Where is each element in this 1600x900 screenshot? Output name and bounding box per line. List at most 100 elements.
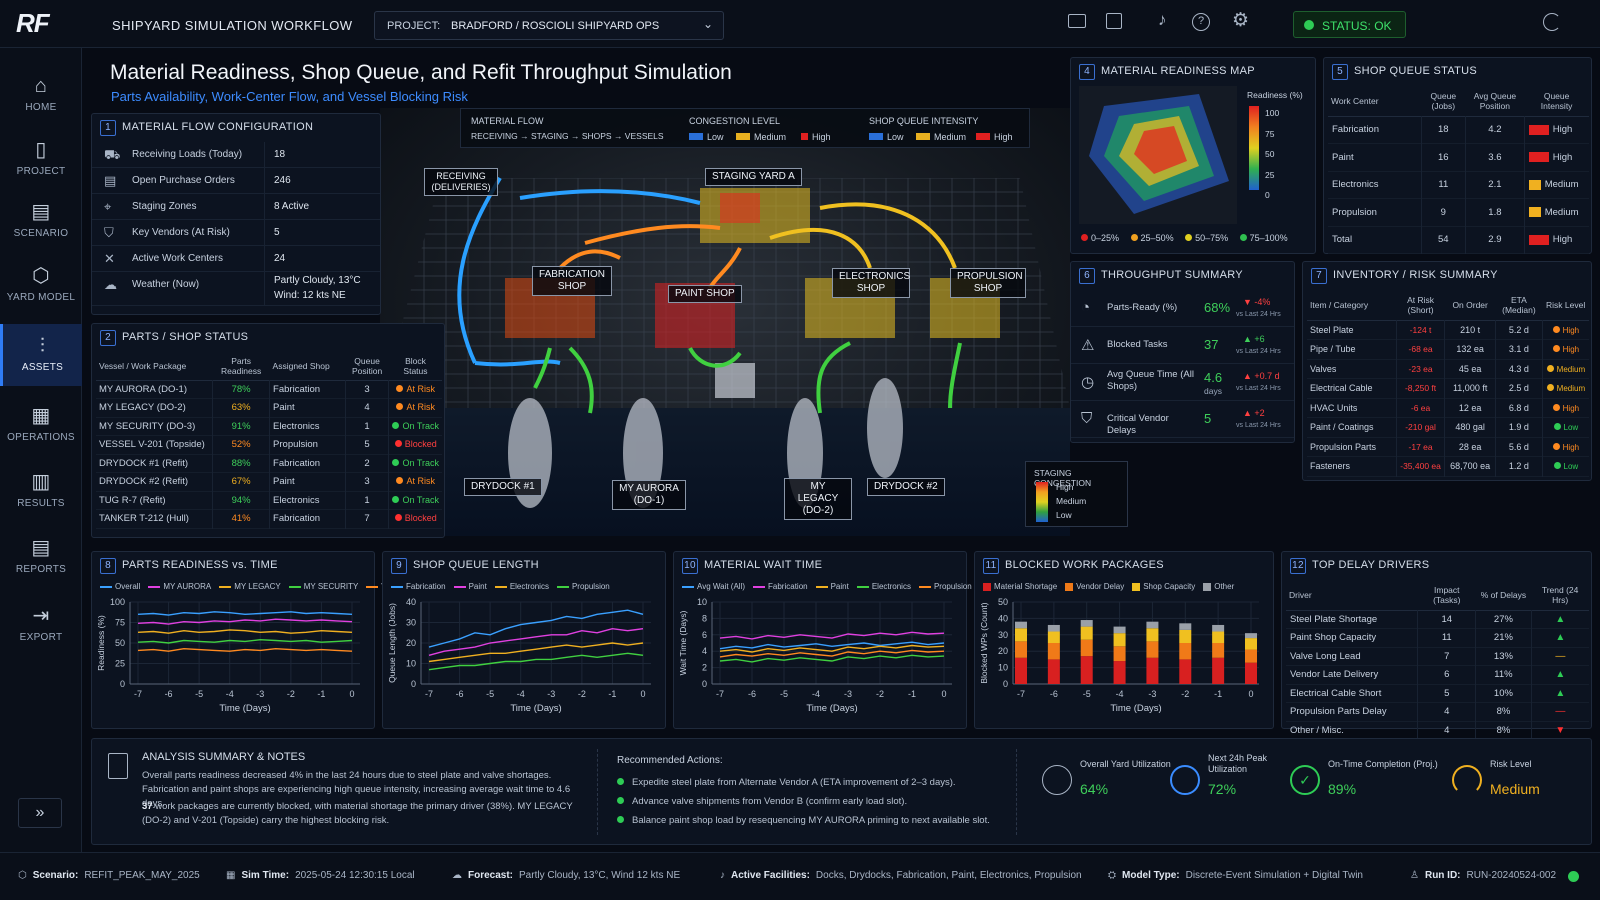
bar-segment[interactable] (1179, 643, 1192, 660)
series-line-1[interactable] (137, 618, 353, 625)
nav-reports[interactable]: ▤ REPORTS (0, 526, 82, 588)
bar-segment[interactable] (1015, 657, 1027, 684)
label-staging-yard[interactable]: STAGING YARD A (705, 168, 802, 186)
bar-segment[interactable] (1212, 643, 1225, 658)
bar-segment[interactable] (1146, 628, 1159, 642)
nav-home[interactable]: ⌂ HOME (0, 64, 82, 126)
label-electronics-shop[interactable]: ELECTRONICS SHOP (832, 268, 910, 298)
series-line-0[interactable] (719, 641, 945, 650)
app-logo[interactable]: RF (16, 8, 50, 38)
bar-segment[interactable] (1146, 621, 1159, 629)
series-line-2[interactable] (137, 629, 353, 634)
label-my-aurora[interactable]: MY AURORA (DO-1) (612, 480, 686, 510)
table-row[interactable]: Valve Long Lead 7 13% — (1286, 647, 1589, 666)
help-icon[interactable]: ? (1192, 13, 1210, 31)
bar-segment[interactable] (1047, 659, 1060, 684)
table-row[interactable]: Total 54 2.9 High (1328, 226, 1589, 254)
bar-segment[interactable] (1179, 623, 1192, 630)
bar-segment[interactable] (1047, 631, 1060, 643)
bar-segment[interactable] (1113, 646, 1126, 662)
label-receiving[interactable]: RECEIVING (DELIVERIES) (424, 168, 498, 196)
table-row[interactable]: TUG R-7 (Refit) 94% Electronics 1 On Track (96, 491, 442, 510)
series-line-1[interactable] (428, 627, 644, 656)
nav-results[interactable]: ▥ RESULTS (0, 460, 82, 522)
label-paint-shop[interactable]: PAINT SHOP (668, 285, 742, 303)
table-row[interactable]: MY LEGACY (DO-2) 63% Paint 4 At Risk (96, 398, 442, 417)
bar-segment[interactable] (1080, 656, 1093, 684)
nav-scenario[interactable]: ▤ SCENARIO (0, 190, 82, 252)
table-row[interactable]: HVAC Units -6 ea 12 ea 6.8 d High (1307, 398, 1589, 418)
bar-segment[interactable] (1047, 643, 1060, 660)
nav-assets[interactable]: ⫶ ASSETS (0, 324, 82, 386)
bar-segment[interactable] (1080, 620, 1093, 627)
table-row[interactable]: Vendor Late Delivery 6 11% ▲ (1286, 665, 1589, 684)
table-row[interactable]: DRYDOCK #2 (Refit) 67% Paint 3 At Risk (96, 472, 442, 491)
table-row[interactable]: Electrical Cable Short 5 10% ▲ (1286, 684, 1589, 703)
series-line-0[interactable] (137, 611, 353, 616)
bar-segment[interactable] (1146, 657, 1159, 684)
bar-segment[interactable] (1179, 629, 1192, 643)
table-row[interactable]: DRYDOCK #1 (Refit) 88% Fabrication 2 On Trac… (96, 454, 442, 473)
theme-toggle-icon[interactable] (1543, 13, 1561, 31)
yard-map-view[interactable]: MATERIAL FLOW RECEIVING → STAGING → SHOP… (380, 108, 1070, 536)
table-row[interactable]: TANKER T-212 (Hull) 41% Fabrication 7 Blocke… (96, 509, 442, 528)
bar-segment[interactable] (1212, 657, 1225, 684)
bar-segment[interactable] (1245, 638, 1257, 650)
table-row[interactable]: Other / Misc. 4 8% ▼ (1286, 721, 1589, 740)
series-line-2[interactable] (428, 642, 644, 663)
nav-yard-model[interactable]: ⬡ YARD MODEL (0, 254, 82, 316)
table-row[interactable]: Pipe / Tube -68 ea 132 ea 3.1 d High (1307, 339, 1589, 359)
bell-icon[interactable]: ♪ (1158, 10, 1167, 29)
table-row[interactable]: Paint 16 3.6 High (1328, 143, 1589, 171)
label-my-legacy[interactable]: MY LEGACY (DO-2) (784, 478, 852, 520)
table-row[interactable]: Fabrication 18 4.2 High (1328, 116, 1589, 144)
bar-segment[interactable] (1146, 641, 1159, 658)
bar-segment[interactable] (1015, 628, 1027, 642)
table-row[interactable]: Propulsion Parts -17 ea 28 ea 5.6 d High (1307, 437, 1589, 457)
table-row[interactable]: Fasteners -35,400 ea 68,700 ea 1.2 d Low (1307, 456, 1589, 476)
series-line-3[interactable] (428, 652, 644, 671)
series-line-2[interactable] (719, 644, 945, 653)
bar-segment[interactable] (1015, 621, 1027, 629)
series-line-4[interactable] (137, 647, 353, 652)
label-propulsion-shop[interactable]: PROPULSION SHOP (950, 268, 1026, 298)
bar-segment[interactable] (1212, 631, 1225, 643)
bar-segment[interactable] (1113, 661, 1126, 684)
table-row[interactable]: Steel Plate -124 t 210 t 5.2 d High (1307, 320, 1589, 340)
bar-segment[interactable] (1245, 662, 1257, 684)
bar-segment[interactable] (1080, 639, 1093, 657)
label-drydock-1[interactable]: DRYDOCK #1 (464, 478, 542, 496)
bar-segment[interactable] (1015, 641, 1027, 658)
table-row[interactable]: Steel Plate Shortage 14 27% ▲ (1286, 610, 1589, 629)
series-line-0[interactable] (428, 609, 644, 648)
save-icon[interactable] (1106, 13, 1122, 29)
table-row[interactable]: Propulsion 9 1.8 Medium (1328, 198, 1589, 226)
table-row[interactable]: Paint / Coatings -210 gal 480 gal 1.9 d Low (1307, 417, 1589, 437)
bar-segment[interactable] (1245, 633, 1257, 639)
label-fabrication-shop[interactable]: FABRICATION SHOP (532, 266, 612, 296)
bar-segment[interactable] (1113, 633, 1126, 647)
nav-operations[interactable]: ▦ OPERATIONS (0, 394, 82, 456)
readiness-heatmap[interactable] (1079, 86, 1237, 224)
table-row[interactable]: Valves -23 ea 45 ea 4.3 d Medium (1307, 359, 1589, 379)
bar-segment[interactable] (1245, 649, 1257, 663)
table-row[interactable]: VESSEL V-201 (Topside) 52% Propulsion 5 Bloc… (96, 435, 442, 454)
table-row[interactable]: MY SECURITY (DO-3) 91% Electronics 1 On Trac… (96, 417, 442, 436)
bar-segment[interactable] (1047, 624, 1060, 632)
gear-icon[interactable]: ⚙ (1232, 10, 1250, 31)
table-row[interactable]: MY AURORA (DO-1) 78% Fabrication 3 At Risk (96, 380, 442, 399)
project-select[interactable]: PROJECT: BRADFORD / ROSCIOLI SHIPYARD OP… (374, 11, 724, 40)
table-row[interactable]: Electronics 11 2.1 Medium (1328, 171, 1589, 199)
table-row[interactable]: Propulsion Parts Delay 4 8% — (1286, 702, 1589, 721)
nav-export[interactable]: ⇥ EXPORT (0, 594, 82, 656)
nav-project[interactable]: ▯ PROJECT (0, 128, 82, 190)
bar-segment[interactable] (1113, 626, 1126, 634)
series-line-3[interactable] (719, 654, 945, 663)
expand-sidebar-button[interactable]: » (18, 798, 62, 828)
folder-icon[interactable] (1068, 14, 1086, 28)
table-row[interactable]: Paint Shop Capacity 11 21% ▲ (1286, 628, 1589, 647)
bar-segment[interactable] (1080, 626, 1093, 640)
bar-segment[interactable] (1179, 659, 1192, 684)
label-drydock-2[interactable]: DRYDOCK #2 (867, 478, 945, 496)
